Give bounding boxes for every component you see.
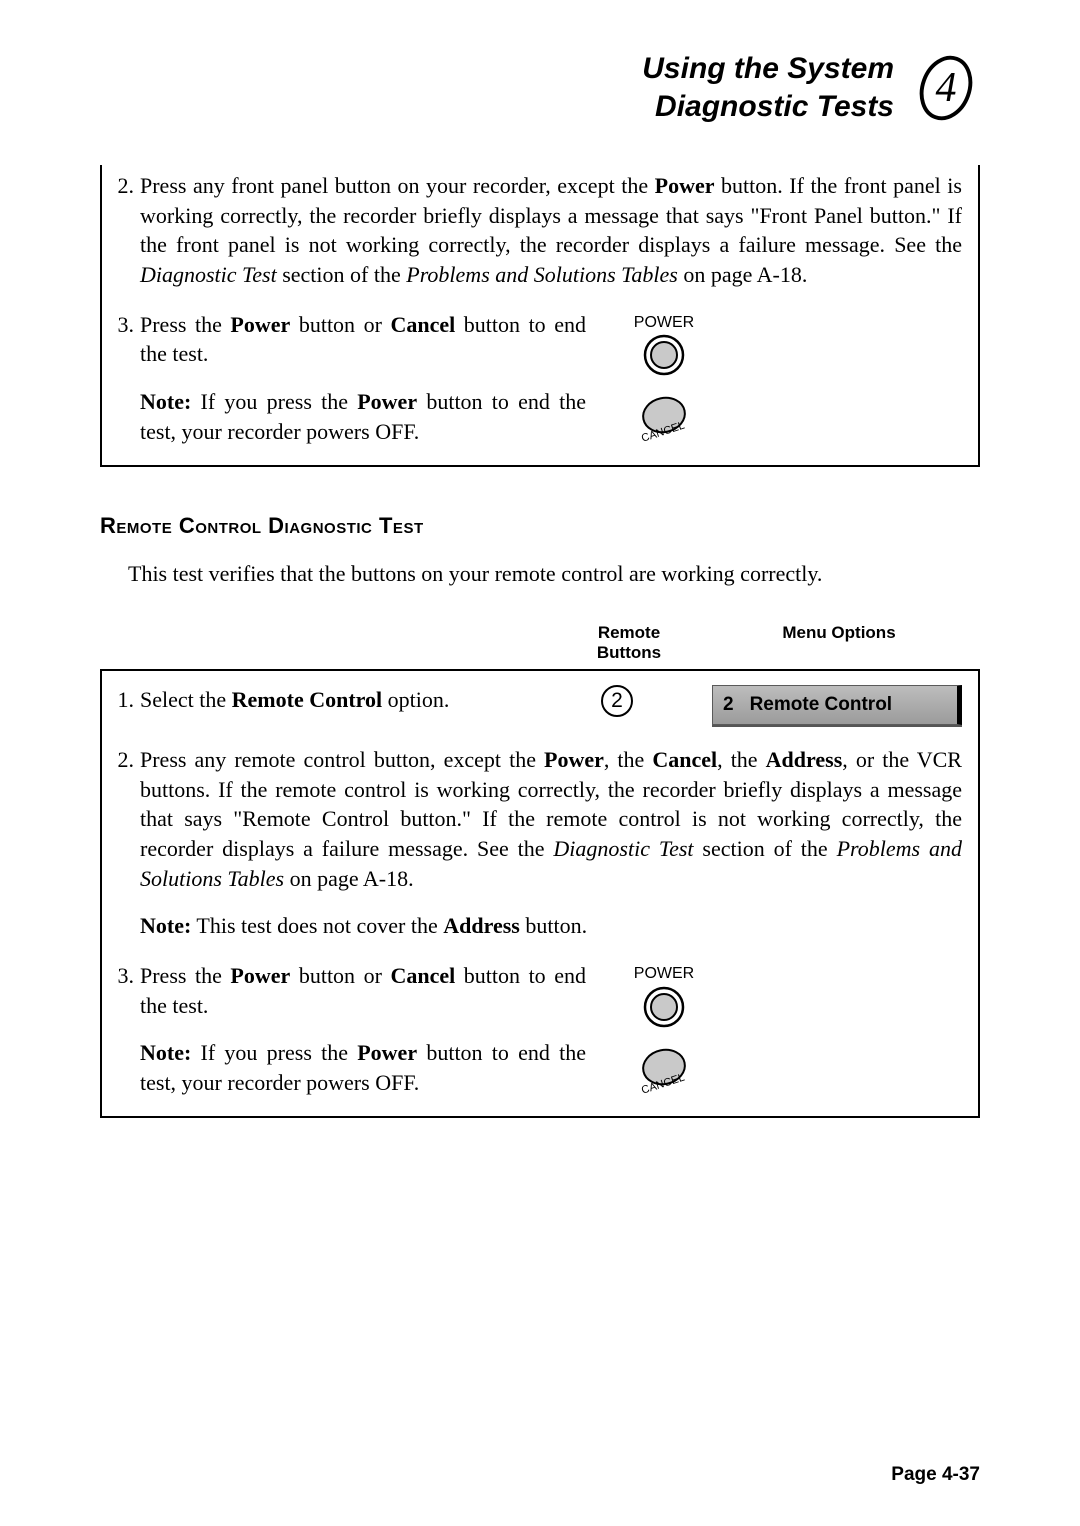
section-title: Remote Control Diagnostic Test <box>100 513 980 539</box>
buttons-illustration: POWER CANCEL <box>604 310 724 444</box>
chapter-badge: 4 <box>912 54 980 122</box>
step-body: Select the Remote Control option. 2 2 Re… <box>140 685 962 725</box>
step-body: Press the Power button or Cancel button … <box>140 310 962 447</box>
page-footer: Page 4-37 <box>891 1464 980 1486</box>
header-title: Using the System Diagnostic Tests <box>642 50 894 125</box>
cancel-button-icon: CANCEL <box>636 393 692 443</box>
box-remote-control: 1. Select the Remote Control option. 2 2… <box>100 669 980 1118</box>
step-text: Select the Remote Control option. <box>140 685 522 715</box>
col-menu-options: Menu Options <box>714 623 964 664</box>
remote-button-icon: 2 <box>532 685 702 717</box>
power-button-icon: POWER <box>634 312 694 378</box>
menu-option-num: 2 <box>723 692 734 718</box>
header-title-line1: Using the System <box>642 52 894 85</box>
cancel-button-icon: CANCEL <box>636 1045 692 1095</box>
step-text: Press any front panel button on your rec… <box>140 171 962 290</box>
box1-step2: 2. Press any front panel button on your … <box>112 171 962 290</box>
step-number: 1. <box>112 685 140 725</box>
remote-number-badge: 2 <box>601 685 633 717</box>
menu-option-remote-control: 2 Remote Control <box>712 685 962 725</box>
menu-option: 2 Remote Control <box>712 685 962 725</box>
step-body: Press the Power button or Cancel button … <box>140 961 962 1098</box>
col-remote-buttons: Remote Buttons <box>544 623 714 664</box>
step-number: 3. <box>112 961 140 1098</box>
box2-step3: 3. Press the Power button or Cancel butt… <box>112 961 962 1098</box>
header-title-line2: Diagnostic Tests <box>655 90 894 123</box>
box2-step2: 2. Press any remote control button, exce… <box>112 745 962 941</box>
chapter-number: 4 <box>912 54 980 122</box>
step-text: Press the Power button or Cancel button … <box>140 310 586 447</box>
box1-step3: 3. Press the Power button or Cancel butt… <box>112 310 962 447</box>
step-number: 2. <box>112 745 140 941</box>
step-text: Press the Power button or Cancel button … <box>140 961 586 1098</box>
power-button-icon: POWER <box>634 963 694 1029</box>
menu-option-label: Remote Control <box>750 692 893 718</box>
column-headers: Remote Buttons Menu Options <box>110 623 964 664</box>
step-number: 3. <box>112 310 140 447</box>
step-number: 2. <box>112 171 140 290</box>
buttons-illustration: POWER CANCEL <box>604 961 724 1095</box>
step-text: Press any remote control button, except … <box>140 745 962 941</box>
box-front-panel: 2. Press any front panel button on your … <box>100 165 980 467</box>
box2-step1: 1. Select the Remote Control option. 2 2… <box>112 685 962 725</box>
page-header: Using the System Diagnostic Tests 4 <box>100 50 980 125</box>
section-intro: This test verifies that the buttons on y… <box>128 561 980 587</box>
